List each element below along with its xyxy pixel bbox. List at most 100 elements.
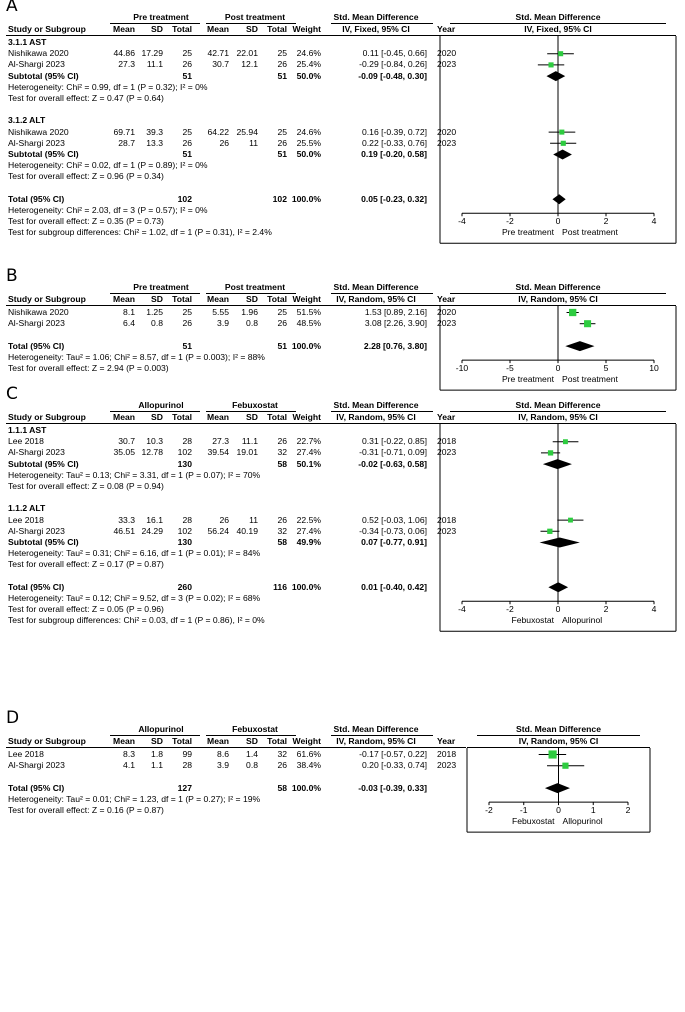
study-n2: 26 (277, 59, 287, 70)
plot-header: Std. Mean Difference (515, 724, 601, 734)
study-marker (558, 51, 564, 57)
study-n1: 25 (182, 126, 192, 137)
summary-diamond (565, 341, 595, 352)
subtotal-n2: 58 (277, 537, 287, 547)
footer-line: Heterogeneity: Tau² = 0.01; Chi² = 1.23,… (8, 793, 261, 804)
group2-header: Febuxostat (232, 400, 278, 410)
plot-header: Std. Mean Difference (515, 282, 601, 292)
study-year: 2023 (437, 447, 457, 458)
x-tick-label: -4 (458, 216, 466, 227)
total-weight: 100.0% (291, 340, 321, 351)
x-tick-label: -10 (455, 363, 469, 374)
x-tick-label: -2 (506, 604, 514, 615)
study-m2: 8.6 (217, 749, 229, 759)
study-sd2: 19.01 (236, 447, 258, 458)
effect-underline (331, 735, 433, 736)
study-m2: 56.24 (207, 525, 229, 536)
summary-diamond (542, 459, 572, 470)
plot-subheader: IV, Random, 95% CI (518, 736, 599, 746)
x-tick-label: -4 (458, 604, 466, 615)
subtotal-n2: 51 (277, 70, 287, 81)
total-ci: 2.28 [0.76, 3.80] (363, 340, 427, 351)
study-w: 24.6% (296, 126, 321, 137)
study-name: Nishikawa 2020 (8, 126, 69, 137)
study-m1: 4.1 (123, 760, 135, 771)
total-n1: 260 (177, 581, 192, 592)
study-sd2: 25.94 (236, 126, 258, 137)
summary-diamond (544, 783, 570, 794)
total-weight: 100.0% (291, 581, 321, 592)
group1-header: Pre treatment (133, 12, 189, 22)
study-w: 25.4% (296, 59, 321, 70)
plot-subheader: IV, Random, 95% CI (518, 294, 598, 304)
effect-header: Std. Mean Difference (333, 282, 419, 292)
plot-header: Std. Mean Difference (515, 12, 601, 22)
subtotal-n1: 51 (182, 149, 192, 159)
col-header-year: Year (437, 24, 456, 34)
effect-underline (331, 293, 433, 294)
footer-line: Test for subgroup differences: Chi² = 1.… (8, 227, 272, 238)
study-w: 25.5% (296, 137, 321, 148)
study-n1: 25 (182, 307, 192, 317)
footer-line: Test for overall effect: Z = 0.05 (P = 0… (8, 604, 164, 615)
study-sd1: 0.8 (151, 318, 163, 329)
study-sd1: 12.78 (141, 447, 163, 458)
study-m2: 42.71 (207, 48, 229, 59)
study-w: 22.7% (296, 436, 321, 447)
subtotal-label: Subtotal (95% CI) (8, 70, 79, 81)
col-header-m2: Mean (207, 412, 229, 422)
panel-label: D (6, 708, 20, 728)
col-header-sd2: SD (246, 294, 258, 304)
x-tick-label: 0 (555, 604, 561, 615)
favours-left-label: Pre treatment (501, 374, 554, 385)
subgroup-title: 1.1.2 ALT (8, 503, 46, 514)
x-tick-label: 0 (556, 805, 561, 816)
total-ci: 0.01 [-0.40, 0.42] (361, 581, 427, 592)
plot-header: Std. Mean Difference (515, 400, 601, 410)
footer-line: Test for overall effect: Z = 2.94 (P = 0… (8, 363, 169, 373)
total-label: Total (95% CI) (8, 340, 65, 351)
study-name: Lee 2018 (8, 514, 44, 525)
study-marker (562, 439, 568, 445)
study-sd2: 1.4 (246, 749, 258, 759)
subtotal-n1: 130 (177, 537, 192, 547)
total-n2: 51 (277, 340, 287, 351)
col-header-n2: Total (267, 24, 287, 34)
plot-underline (450, 293, 666, 294)
study-sd1: 11.1 (146, 59, 163, 70)
x-tick-label: -2 (506, 216, 514, 227)
study-m2: 30.7 (212, 59, 229, 70)
study-n2: 26 (277, 137, 287, 148)
study-sd1: 17.29 (141, 48, 163, 59)
study-name: Al-Shargi 2023 (8, 760, 65, 771)
study-n2: 32 (277, 447, 287, 458)
footer-line: Heterogeneity: Tau² = 0.12; Chi² = 9.52,… (8, 593, 261, 603)
panel-label: B (6, 266, 18, 286)
col-header-w: Weight (292, 294, 321, 304)
header-rule (6, 423, 466, 424)
subtotal-label: Subtotal (95% CI) (8, 458, 79, 469)
study-sd2: 1.96 (241, 307, 258, 317)
group1-header: Pre treatment (133, 282, 189, 292)
plot-header-rule (440, 35, 676, 36)
forest-plot-area (466, 748, 651, 833)
col-header-study: Study or Subgroup (8, 24, 86, 34)
x-tick-label: -2 (485, 805, 493, 816)
col-header-sd1: SD (151, 412, 163, 422)
subtotal-weight: 50.0% (296, 70, 321, 81)
col-header-m2: Mean (207, 24, 229, 34)
study-n2: 25 (277, 126, 287, 137)
summary-diamond (552, 194, 566, 205)
plot-subheader: IV, Fixed, 95% CI (524, 24, 592, 34)
x-tick-label: 4 (651, 604, 657, 615)
study-year: 2020 (437, 48, 457, 59)
group1-header: Allopurinol (138, 724, 184, 734)
plot-underline (477, 735, 640, 736)
study-marker (568, 517, 573, 523)
study-name: Al-Shargi 2023 (8, 525, 65, 536)
study-marker (548, 750, 557, 759)
study-m1: 33.3 (118, 514, 135, 525)
total-weight: 100.0% (291, 782, 321, 793)
group1-header: Allopurinol (138, 400, 184, 410)
total-n2: 102 (272, 193, 287, 204)
